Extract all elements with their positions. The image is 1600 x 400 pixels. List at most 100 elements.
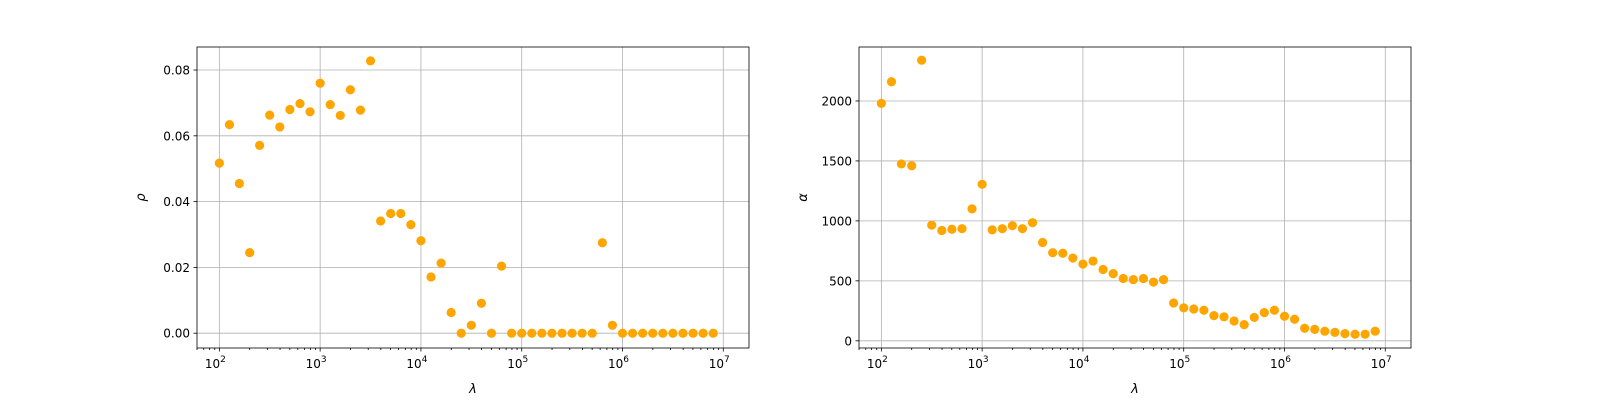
rho-x-tick-label: 104 <box>406 355 427 371</box>
alpha-x-tick-label: 107 <box>1371 355 1392 371</box>
rho-data-point <box>627 328 638 338</box>
alpha-data-point <box>1007 221 1017 231</box>
alpha-data-point <box>937 225 947 236</box>
rho-data-point <box>597 238 607 248</box>
rho-data-point <box>678 328 688 338</box>
alpha-data-point <box>1118 273 1128 284</box>
rho-y-tick-label: 0.06 <box>163 129 190 143</box>
alpha-data-point <box>977 179 987 189</box>
rho-data-point <box>436 258 446 268</box>
rho-x-tick-label: 106 <box>608 355 629 371</box>
rho-x-tick-label: 103 <box>306 355 327 371</box>
rho-data-point <box>325 99 335 110</box>
alpha-data-point <box>1340 329 1350 339</box>
alpha-data-point <box>997 224 1007 234</box>
alpha-data-point <box>1179 303 1189 313</box>
alpha-data-point <box>1068 253 1078 263</box>
rho-data-point <box>648 328 658 338</box>
alpha-data-point <box>1189 304 1199 314</box>
alpha-x-tick-label: 102 <box>867 355 888 371</box>
rho-x-tick-label: 102 <box>205 355 226 371</box>
rho-data-point <box>668 328 678 338</box>
rho-data-point <box>688 328 698 338</box>
alpha-data-point <box>1289 314 1300 324</box>
rho-data-point <box>617 328 628 338</box>
alpha-data-point <box>1048 248 1058 258</box>
alpha-data-point <box>957 224 967 234</box>
alpha-data-point <box>1330 327 1340 338</box>
rho-data-point <box>234 178 244 189</box>
rho-y-axis-label: ρ <box>134 193 149 202</box>
alpha-plot-frame <box>858 46 1412 349</box>
rho-data-point <box>537 328 547 338</box>
alpha-data-point <box>967 204 977 214</box>
rho-data-point <box>416 236 426 246</box>
alpha-data-point <box>1017 224 1028 234</box>
alpha-y-tick-label: 1500 <box>821 154 852 168</box>
alpha-data-point <box>1088 256 1098 266</box>
alpha-data-point <box>1209 311 1219 321</box>
rho-data-point <box>305 107 315 117</box>
alpha-data-point <box>907 161 917 171</box>
alpha-scatter-panel: 102 103 104 105 106 107 0 500 1000 1500 2000 λ α <box>796 46 1412 397</box>
alpha-data-point <box>1138 273 1148 284</box>
alpha-data-point <box>1310 324 1320 335</box>
alpha-data-point <box>1038 237 1048 248</box>
rho-data-point <box>456 328 466 338</box>
alpha-data-point <box>1128 275 1138 285</box>
alpha-data-point <box>1219 312 1229 322</box>
rho-data-point <box>708 328 718 338</box>
alpha-data-point <box>1249 312 1259 323</box>
rho-y-tick-label: 0.04 <box>163 195 190 209</box>
rho-data-point <box>486 328 497 338</box>
rho-x-tick-label: 107 <box>709 355 730 371</box>
rho-data-point <box>365 56 376 66</box>
alpha-data-point <box>1239 320 1249 330</box>
rho-data-point <box>245 248 255 258</box>
alpha-data-point <box>1169 298 1179 308</box>
alpha-data-point <box>1148 277 1159 287</box>
alpha-data-point <box>1259 308 1269 318</box>
alpha-data-point <box>1279 311 1290 321</box>
alpha-data-point <box>1360 329 1370 339</box>
rho-data-point <box>547 328 557 338</box>
rho-y-tick-label: 0.08 <box>163 64 190 78</box>
alpha-data-point <box>1269 305 1280 315</box>
alpha-data-point <box>1108 269 1118 279</box>
rho-data-point <box>638 328 648 338</box>
alpha-x-tick-label: 105 <box>1169 355 1190 371</box>
alpha-data-point <box>1370 326 1380 336</box>
rho-data-point <box>255 140 265 150</box>
rho-data-point <box>587 328 597 338</box>
alpha-y-tick-label: 1000 <box>821 214 852 228</box>
alpha-y-tick-label: 500 <box>829 274 852 288</box>
alpha-x-tick-label: 103 <box>968 355 989 371</box>
alpha-data-point <box>1350 329 1360 339</box>
rho-data-point <box>577 328 587 338</box>
alpha-data-point <box>1078 259 1088 269</box>
alpha-data-point <box>1300 323 1310 333</box>
alpha-y-tick-label: 0 <box>844 334 852 348</box>
rho-x-tick-label: 105 <box>507 355 528 371</box>
rho-data-point <box>658 328 668 338</box>
alpha-data-point <box>917 55 927 65</box>
rho-x-axis-label: λ <box>468 382 477 397</box>
rho-data-point <box>698 328 708 338</box>
alpha-y-axis-label: α <box>796 193 811 202</box>
rho-data-point <box>406 220 416 230</box>
alpha-data-point <box>1027 218 1038 228</box>
rho-data-point <box>446 307 456 318</box>
rho-data-point <box>567 328 577 338</box>
rho-data-point <box>315 78 325 88</box>
alpha-x-axis-label: λ <box>1130 382 1139 397</box>
rho-scatter-panel: 102 103 104 105 106 107 0.00 0.02 0.04 0.06 0.08 λ ρ <box>134 46 750 397</box>
rho-data-point <box>355 105 366 115</box>
rho-data-point <box>386 208 396 219</box>
rho-data-point <box>224 120 235 130</box>
rho-data-point <box>507 328 517 338</box>
rho-data-point <box>476 298 486 308</box>
rho-data-point <box>295 98 305 109</box>
alpha-data-point <box>896 159 906 169</box>
rho-data-point <box>345 85 355 95</box>
